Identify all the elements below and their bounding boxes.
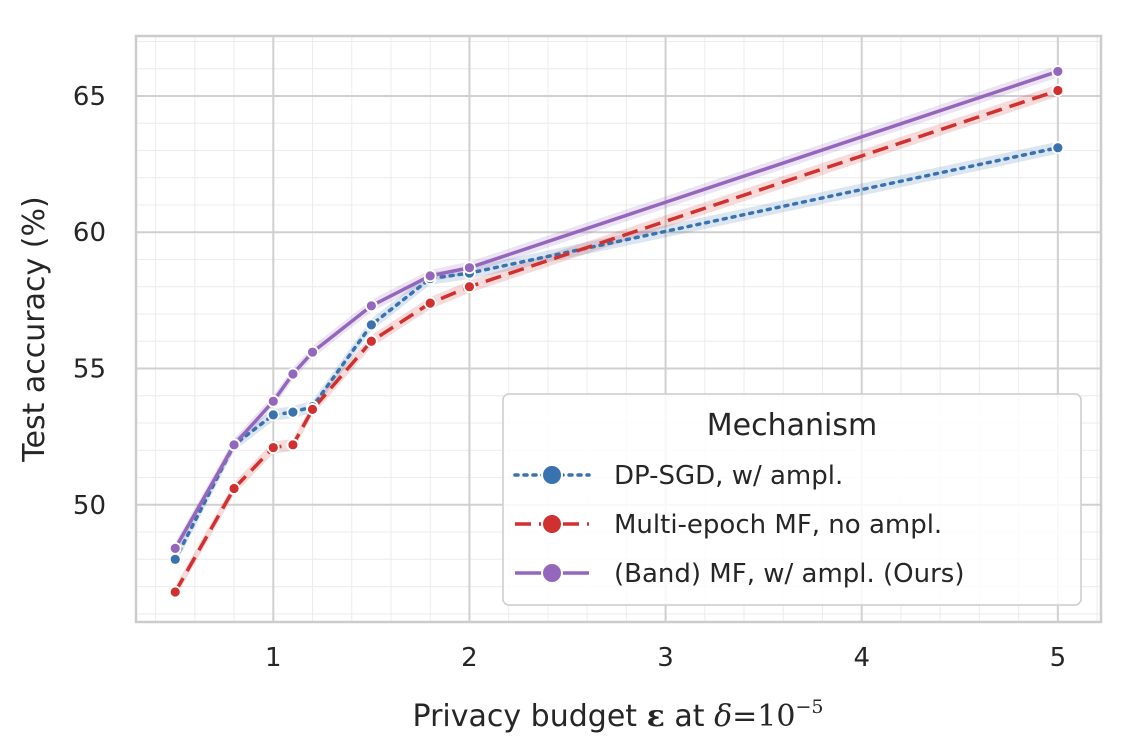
data-point [286,405,300,419]
series-markers [168,65,1065,599]
legend-label: DP-SGD, w/ ampl. [614,461,843,491]
data-point [286,367,300,381]
legend-marker [541,513,563,535]
data-point [168,552,182,566]
data-point [423,269,437,283]
data-point [227,482,241,495]
data-point [266,408,280,422]
data-point [1051,65,1065,78]
data-point [286,438,300,452]
data-point [168,542,182,555]
legend: Mechanism DP-SGD, w/ ampl. Multi-epoch MF… [502,393,1082,606]
x-tick-label: 1 [265,643,282,673]
legend-label: Multi-epoch MF, no ampl. [614,510,942,540]
series-band [175,141,1058,566]
data-point [463,280,476,294]
data-point [364,318,378,332]
data-point [463,261,476,275]
legend-marker [541,562,563,584]
data-point [423,296,437,310]
legend-entries: DP-SGD, w/ ampl. Multi-epoch MF, no ampl.… [513,461,965,589]
legend-label: (Band) MF, w/ ampl. (Ours) [614,559,965,589]
y-tick-labels: 50 55 60 65 [73,82,106,521]
x-tick-label: 4 [853,643,870,673]
data-point [306,403,319,416]
legend-marker [541,464,563,486]
y-axis-label: Test accuracy (%) [17,196,52,462]
data-point [227,438,241,452]
data-point [266,394,280,408]
data-point [1051,141,1065,155]
x-tick-labels: 1 2 3 4 5 [265,643,1066,673]
data-point [364,299,378,313]
data-point [266,441,280,454]
plot-frame [134,34,1103,624]
x-axis-label: Privacy budget ε at δ=10−5 [413,696,824,734]
data-point [364,334,378,348]
y-tick-label: 65 [73,82,106,112]
confidence-bands [175,65,1058,599]
x-tick-label: 2 [461,643,478,673]
data-point [306,345,319,359]
legend-box [502,393,1082,606]
legend-title: Mechanism [707,408,877,443]
x-tick-label: 5 [1050,643,1067,673]
y-tick-label: 55 [73,355,106,385]
data-point [1051,84,1065,97]
y-tick-label: 60 [73,218,106,248]
data-point [168,585,182,599]
x-tick-label: 3 [657,643,674,673]
y-tick-label: 50 [73,491,106,521]
